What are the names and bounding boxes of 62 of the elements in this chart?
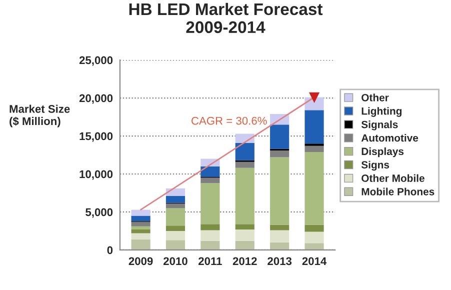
bar (235, 162, 254, 168)
y-tick-label: 20,000 (79, 94, 113, 104)
bar (166, 240, 186, 250)
bar (200, 240, 220, 250)
x-tick-label: 2014 (302, 257, 327, 266)
bar (270, 230, 290, 242)
bar (200, 224, 220, 230)
bar (235, 240, 254, 250)
bar (166, 196, 186, 203)
bar (235, 229, 254, 241)
y-tick-label: 0 (107, 246, 113, 254)
bar (166, 188, 186, 196)
bar (131, 210, 150, 216)
legend-label: Signs (361, 160, 390, 171)
bar (200, 166, 220, 178)
bar (131, 222, 150, 226)
bar (235, 142, 254, 160)
annotation: CAGR = 30.6% (192, 116, 267, 125)
legend-label: Displays (362, 147, 404, 158)
bar (166, 204, 186, 208)
bar (304, 224, 324, 232)
bar (200, 230, 220, 241)
y-tick-label: 10,000 (80, 170, 113, 180)
bar (270, 242, 290, 250)
y-axis-title: Market Size ($ Million) (10, 104, 70, 128)
y-tick-label: 5,000 (86, 208, 113, 218)
bar (270, 124, 290, 149)
legend-label: Signals (361, 120, 398, 130)
legend-label: Mobile Phones (362, 188, 434, 196)
bar (304, 146, 324, 152)
bar (304, 232, 324, 244)
bar (131, 233, 150, 240)
bar (166, 208, 186, 226)
x-tick-label: 2012 (232, 257, 257, 266)
bar (304, 110, 324, 144)
legend-label: Automotive (361, 134, 418, 142)
bar (200, 178, 220, 184)
x-tick-label: 2013 (268, 257, 292, 266)
bar (131, 239, 150, 250)
x-tick-label: 2011 (198, 257, 222, 266)
x-tick-label: 2010 (164, 257, 188, 266)
bar (270, 157, 290, 225)
y-tick-label: 25,000 (79, 56, 113, 66)
bar (235, 168, 254, 224)
bar (131, 226, 150, 230)
bar (270, 150, 290, 158)
bar (166, 230, 186, 240)
chart-title: HB LED Market Forecast 2009-2014 (129, 2, 323, 34)
bar (304, 152, 324, 225)
legend-label: Lighting (362, 107, 402, 117)
bar (166, 226, 186, 231)
legend-label: Other (362, 94, 389, 102)
bar (200, 183, 220, 224)
bar (235, 224, 254, 230)
bar (270, 224, 290, 230)
bar (304, 243, 324, 250)
bar (131, 216, 150, 222)
x-tick-label: 2009 (128, 257, 153, 266)
bar (131, 229, 150, 234)
legend-label: Other Mobile (362, 174, 424, 182)
y-tick-label: 15,000 (80, 132, 113, 142)
bar (235, 134, 254, 143)
